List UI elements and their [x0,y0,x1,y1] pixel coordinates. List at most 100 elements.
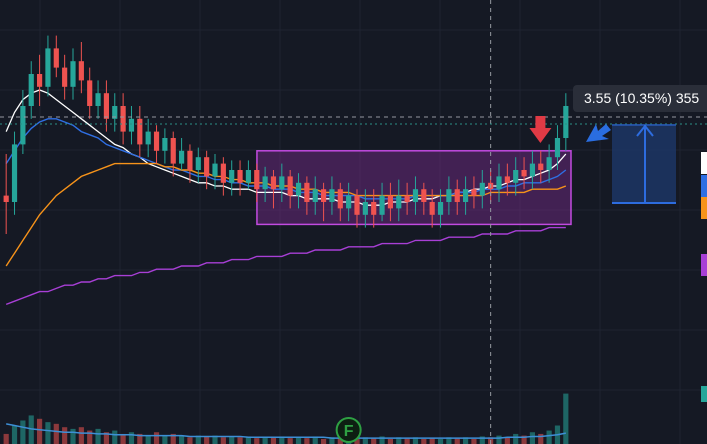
volume-bar [437,438,444,444]
volume-bar [120,433,126,444]
candle-body [295,182,302,196]
candle-body [120,106,126,132]
candle-body [354,195,360,215]
volume-bar [404,438,410,444]
candle-body [28,74,34,106]
volume-bar [20,420,26,444]
candle-body [329,189,335,202]
candle-body [513,170,519,183]
candle-body [429,202,435,215]
volume-bar [563,393,569,444]
volume-bar [128,432,135,444]
volume-bar [53,423,59,444]
candle-body [521,170,527,177]
candle-body [563,106,569,138]
candle-body [212,163,218,177]
moving-average-long [5,226,566,306]
candle-body [371,202,377,215]
candle-body [153,131,160,151]
candle-body [337,189,343,209]
volume-bar [237,437,243,444]
volume-bar [479,436,485,444]
volume-bar [3,433,9,444]
candle-body [346,195,352,209]
candle-body [270,176,277,190]
candle-body [287,176,293,196]
price-change-value: 3.55 [584,90,612,106]
volume-bar [496,435,502,444]
volume-bar [379,436,385,444]
candle-body [62,67,68,87]
volume-bar [45,422,51,444]
volume-bar [178,435,185,444]
candle-body [404,195,410,202]
volume-bar [245,436,252,444]
volume-bar [162,435,168,444]
candle-body [421,189,427,202]
candle-body [412,189,419,202]
volume-bar [337,437,343,444]
candle-body [262,176,268,190]
candle-body [546,157,552,170]
volume-bar [204,436,210,444]
candle-body [387,195,394,209]
red-down-arrow-icon [529,116,552,143]
measure-tool-label: 3.55 (10.35%) 355 [573,85,707,112]
candle-body [312,189,318,202]
volume-bar [329,437,335,444]
candle-body [454,189,460,202]
volume-bar [471,438,477,444]
volume-bar [11,425,18,444]
volume-bar [320,438,327,444]
candle-body [204,157,210,177]
volume-bar [279,436,285,444]
volume-bar [28,415,34,444]
volume-bar [62,427,68,444]
volume-bar [295,437,302,444]
volume-bar [454,438,460,444]
candle-body [479,182,485,196]
volume-bar [538,433,544,444]
candle-body [462,189,469,202]
volume-bar [170,433,176,444]
volume-bar [462,437,469,444]
candle-body [496,176,502,190]
volume-bar [412,437,419,444]
blue-up-arrow-icon [586,124,611,142]
candle-body [437,202,444,215]
candle-body [279,176,285,190]
ticks-value: 355 [675,90,700,106]
candle-body [554,138,561,158]
earnings-marker-label: F [344,423,354,440]
volume-bar [529,432,536,444]
measure-arrow-head [636,124,654,137]
volume-bar [254,438,260,444]
candle-body [170,138,176,164]
candle-body [11,144,18,202]
volume-bar [153,432,160,444]
candle-body [237,170,243,183]
volume-bar [36,418,43,444]
candle-body [112,106,118,119]
volume-average-line [6,423,566,439]
volume-bar [262,437,268,444]
volume-bar [362,437,368,444]
price-tag-blue [701,175,707,197]
volume-bar [112,430,118,444]
candle-body [538,163,544,170]
candle-body [137,118,143,145]
volume-bar [396,437,402,444]
volume-bar [220,437,226,444]
candle-body [20,106,26,145]
candle-body [187,150,193,170]
candle-body [320,189,327,202]
candle-body [78,61,84,81]
price-tag-orange [701,197,707,219]
volume-bar [304,438,310,444]
volume-bar [429,438,435,444]
candle-body [103,93,110,119]
candle-body [254,170,260,190]
volume-bar [103,432,110,444]
